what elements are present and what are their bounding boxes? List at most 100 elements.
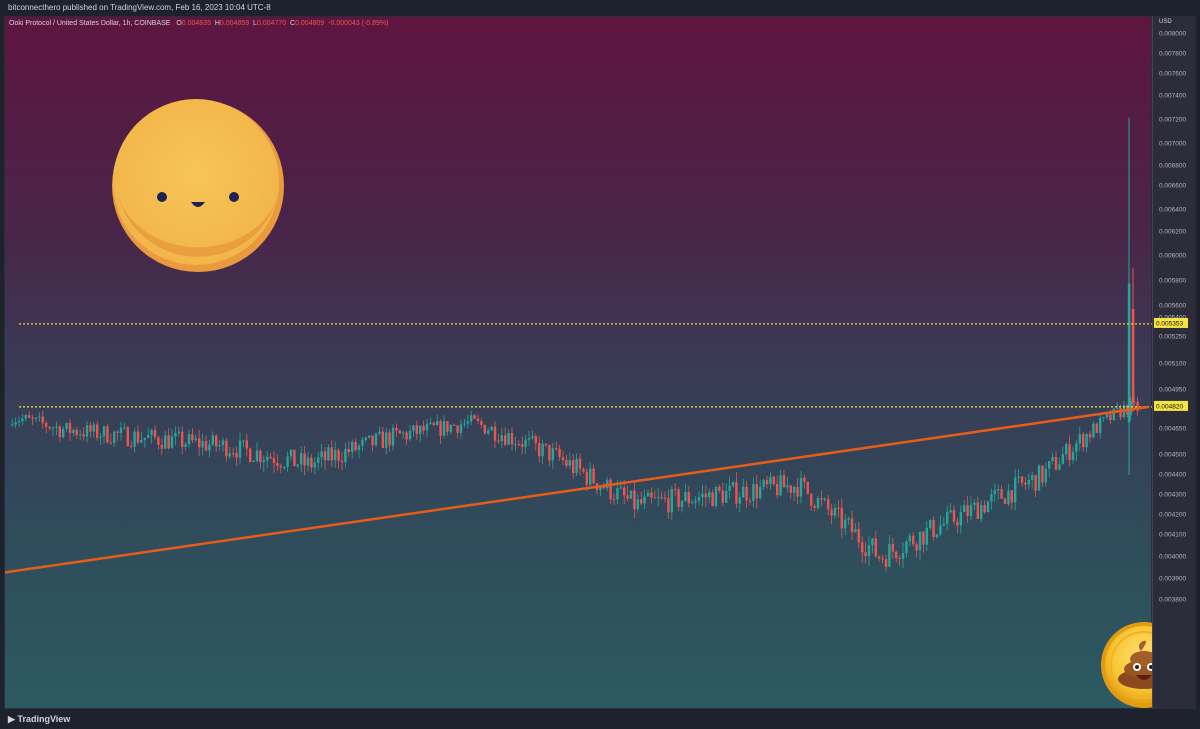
close-value: 0.004809 — [295, 20, 325, 27]
candle — [442, 421, 446, 436]
candle — [119, 427, 123, 433]
candle — [351, 441, 354, 452]
candle — [908, 535, 911, 542]
candle — [153, 430, 157, 438]
candle — [952, 510, 956, 522]
level-price-badge — [1154, 400, 1188, 411]
candle — [1010, 490, 1013, 503]
candle — [446, 421, 449, 432]
candle — [990, 494, 993, 502]
candle — [177, 431, 180, 433]
candle — [830, 509, 833, 516]
candle — [663, 497, 667, 499]
candle — [823, 498, 826, 500]
candle — [575, 458, 578, 474]
candle — [793, 487, 796, 493]
candle — [439, 420, 442, 436]
candle — [28, 415, 31, 418]
candle — [126, 427, 129, 447]
candle — [521, 444, 524, 447]
candle — [731, 482, 735, 486]
candle — [680, 500, 684, 507]
candle — [1003, 498, 1007, 504]
candle — [660, 497, 663, 499]
candle — [357, 445, 361, 450]
candle — [1044, 468, 1047, 483]
candle — [837, 507, 840, 509]
candle — [871, 538, 874, 546]
candle — [969, 504, 973, 516]
candle — [242, 440, 245, 442]
price-tick-label: 0.004400 — [1159, 472, 1186, 479]
candle — [687, 492, 690, 504]
candle — [238, 440, 242, 458]
candle — [286, 456, 289, 468]
candle — [633, 490, 636, 510]
price-tick-label: 0.007000 — [1159, 141, 1186, 148]
candle — [667, 498, 670, 513]
candle — [816, 498, 820, 508]
candle — [1037, 465, 1041, 491]
candle — [636, 499, 639, 510]
candle — [1058, 464, 1061, 470]
price-tick-label: 0.006000 — [1159, 253, 1186, 260]
candle — [1136, 401, 1139, 411]
candle — [194, 438, 197, 441]
candle — [313, 462, 316, 468]
candle — [806, 481, 809, 494]
candle — [589, 468, 592, 485]
tradingview-logo[interactable]: ▶︎ TradingView — [8, 714, 70, 725]
price-tick-label: 0.004950 — [1159, 387, 1186, 394]
candle — [650, 492, 653, 498]
candle — [544, 443, 548, 446]
price-tick-label: 0.005100 — [1159, 361, 1186, 368]
candle — [1007, 490, 1010, 504]
candle — [697, 497, 701, 501]
candle — [79, 434, 82, 436]
candle — [708, 492, 711, 498]
candle — [765, 479, 769, 485]
candle — [391, 427, 395, 446]
candle — [714, 486, 718, 507]
trendline — [5, 405, 1149, 574]
price-tick-label: 0.007200 — [1159, 117, 1186, 124]
candle — [997, 489, 1000, 491]
candle — [963, 505, 966, 513]
candle — [929, 519, 932, 528]
candle — [701, 493, 704, 498]
candle — [143, 437, 146, 440]
candle — [147, 435, 150, 438]
candle — [480, 420, 483, 425]
candle — [11, 424, 14, 426]
candle — [643, 496, 646, 504]
candle — [487, 430, 490, 434]
candle — [1061, 454, 1064, 465]
candle — [157, 437, 160, 445]
price-tick-label: 0.005250 — [1159, 334, 1186, 341]
candle — [840, 507, 843, 529]
candle — [347, 449, 350, 452]
candle — [704, 493, 707, 498]
candle — [694, 500, 697, 503]
candle — [711, 492, 714, 507]
candle — [1078, 434, 1081, 444]
candle — [942, 523, 945, 526]
candle — [878, 556, 881, 559]
candle — [918, 531, 922, 551]
candle — [463, 423, 466, 425]
candle — [1014, 477, 1017, 503]
price-axis[interactable]: 0.008000 0.007800 0.007600 0.007400 0.007200… — [1152, 16, 1196, 709]
candle — [51, 427, 55, 429]
candle — [959, 512, 962, 526]
candle — [833, 507, 837, 516]
candle — [755, 484, 758, 499]
candle — [184, 444, 187, 447]
candle — [262, 460, 265, 463]
candle — [725, 490, 728, 503]
open-label: O — [176, 20, 182, 27]
price-axis-labels: 0.008000 0.007800 0.007600 0.007400 0.007200… — [1154, 31, 1188, 604]
chart-area[interactable]: Ooki Protocol / United States Dollar, 1h… — [4, 16, 1153, 709]
change-value: -0.000043 (-0.89%) — [328, 20, 389, 27]
candle — [612, 499, 616, 501]
symbol-legend: Ooki Protocol / United States Dollar, 1h… — [9, 20, 389, 27]
